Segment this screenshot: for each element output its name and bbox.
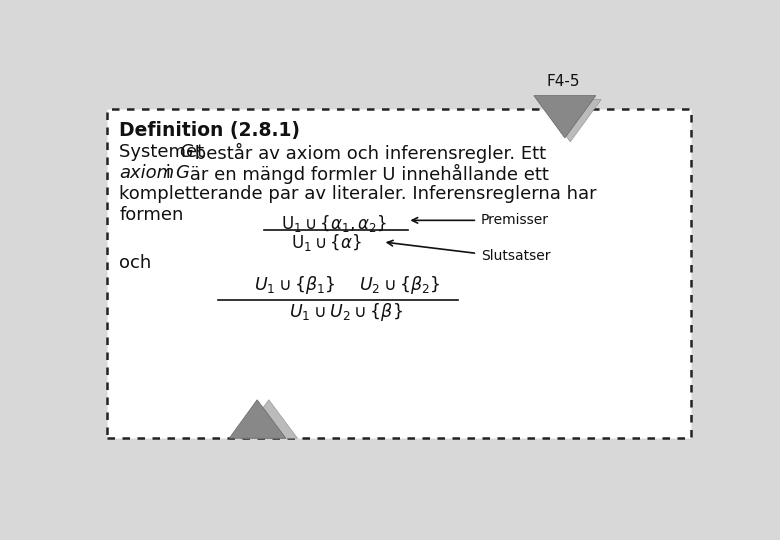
Polygon shape (241, 400, 297, 438)
Text: $U_2 \cup \{\beta_2\}$: $U_2 \cup \{\beta_2\}$ (359, 274, 441, 296)
Text: F4-5: F4-5 (547, 75, 580, 90)
Polygon shape (534, 96, 596, 138)
Text: kompletterande par av literaler. Inferensreglerna har: kompletterande par av literaler. Inferen… (119, 185, 597, 203)
Text: axiom: axiom (119, 164, 174, 182)
Polygon shape (229, 400, 285, 438)
Text: $\mathrm{U}_1 \cup \{\alpha\}$: $\mathrm{U}_1 \cup \{\alpha\}$ (291, 232, 362, 253)
Text: Slutsatser: Slutsatser (481, 249, 551, 263)
Text: G: G (175, 164, 189, 182)
Text: består av axiom och inferensregler. Ett: består av axiom och inferensregler. Ett (189, 143, 546, 164)
Text: och: och (119, 254, 151, 272)
FancyBboxPatch shape (107, 109, 691, 438)
Text: är en mängd formler U innehållande ett: är en mängd formler U innehållande ett (184, 164, 549, 184)
Text: Definition (2.8.1): Definition (2.8.1) (119, 121, 300, 140)
Text: i: i (160, 164, 177, 182)
Text: $U_1 \cup \{\beta_1\}$: $U_1 \cup \{\beta_1\}$ (254, 274, 336, 296)
Text: $U_1 \cup U_2 \cup \{\beta\}$: $U_1 \cup U_2 \cup \{\beta\}$ (289, 301, 402, 323)
Polygon shape (539, 99, 601, 142)
Text: formen: formen (119, 206, 183, 224)
Text: $\mathrm{U}_1 \cup \{\alpha_1, \alpha_2\}$: $\mathrm{U}_1 \cup \{\alpha_1, \alpha_2\… (281, 213, 387, 234)
Text: Systemet: Systemet (119, 143, 210, 161)
Text: G: G (179, 143, 193, 161)
Text: Premisser: Premisser (481, 213, 549, 227)
